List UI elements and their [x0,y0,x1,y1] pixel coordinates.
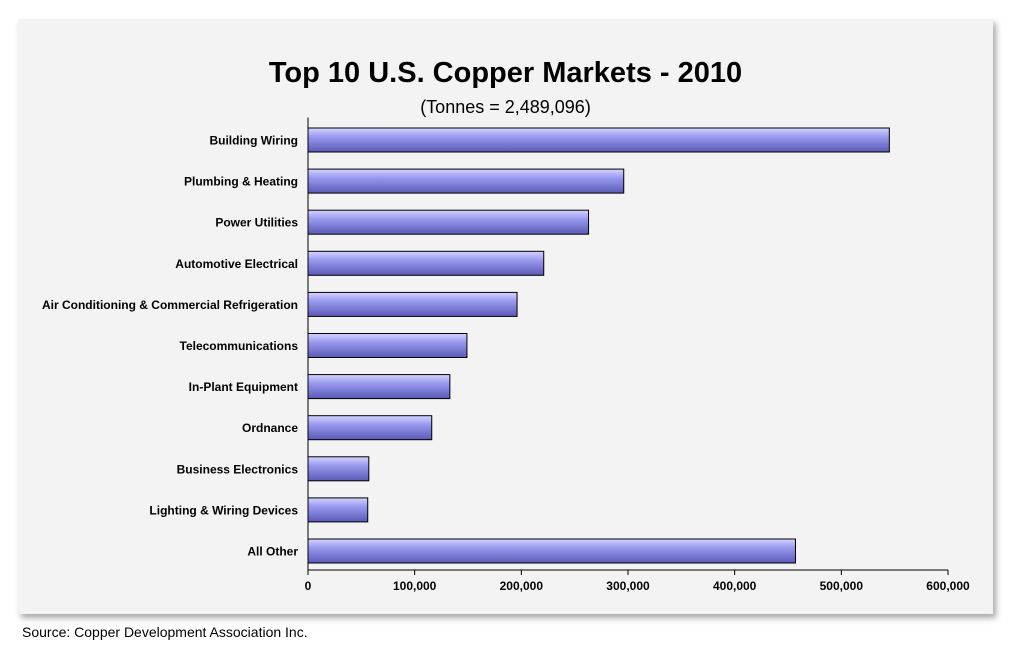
bar [307,538,796,564]
x-tick-label: 100,000 [393,579,437,593]
category-label: Automotive Electrical [175,257,298,271]
chart-title: Top 10 U.S. Copper Markets - 2010 [268,57,743,89]
x-tick-label: 200,000 [500,579,544,593]
category-label: In-Plant Equipment [189,380,298,394]
bar [307,497,369,523]
category-label: Lighting & Wiring Devices [149,503,298,517]
x-tick-label: 0 [305,579,312,593]
category-label: Business Electronics [177,462,299,476]
bar [307,209,590,235]
category-label: Air Conditioning & Commercial Refrigerat… [42,298,298,312]
bar [307,333,468,358]
chart-subtitle: (Tonnes = 2,489,096) [420,97,591,117]
category-label: All Other [247,545,298,559]
bar [307,127,890,153]
category-label: Plumbing & Heating [184,175,298,189]
x-tick-label: 400,000 [713,579,757,593]
chart-panel: Top 10 U.S. Copper Markets - 2010 (Tonne… [18,19,993,614]
category-label: Ordnance [242,421,298,435]
bar [307,168,625,194]
x-tick-label: 300,000 [606,579,650,593]
bar-chart: Building Wiring Plumbing & Heating Power U… [42,117,970,593]
category-label: Power Utilities [215,216,298,230]
source-note: Source: Copper Development Association I… [22,624,308,640]
x-tick-label: 500,000 [820,579,864,593]
bar [307,250,545,276]
bar [307,374,451,400]
bar [307,456,370,482]
category-label: Telecommunications [180,339,299,353]
x-tick-label: 600,000 [926,579,970,593]
bar [307,291,518,317]
bar [307,415,433,441]
category-label: Building Wiring [209,134,298,148]
